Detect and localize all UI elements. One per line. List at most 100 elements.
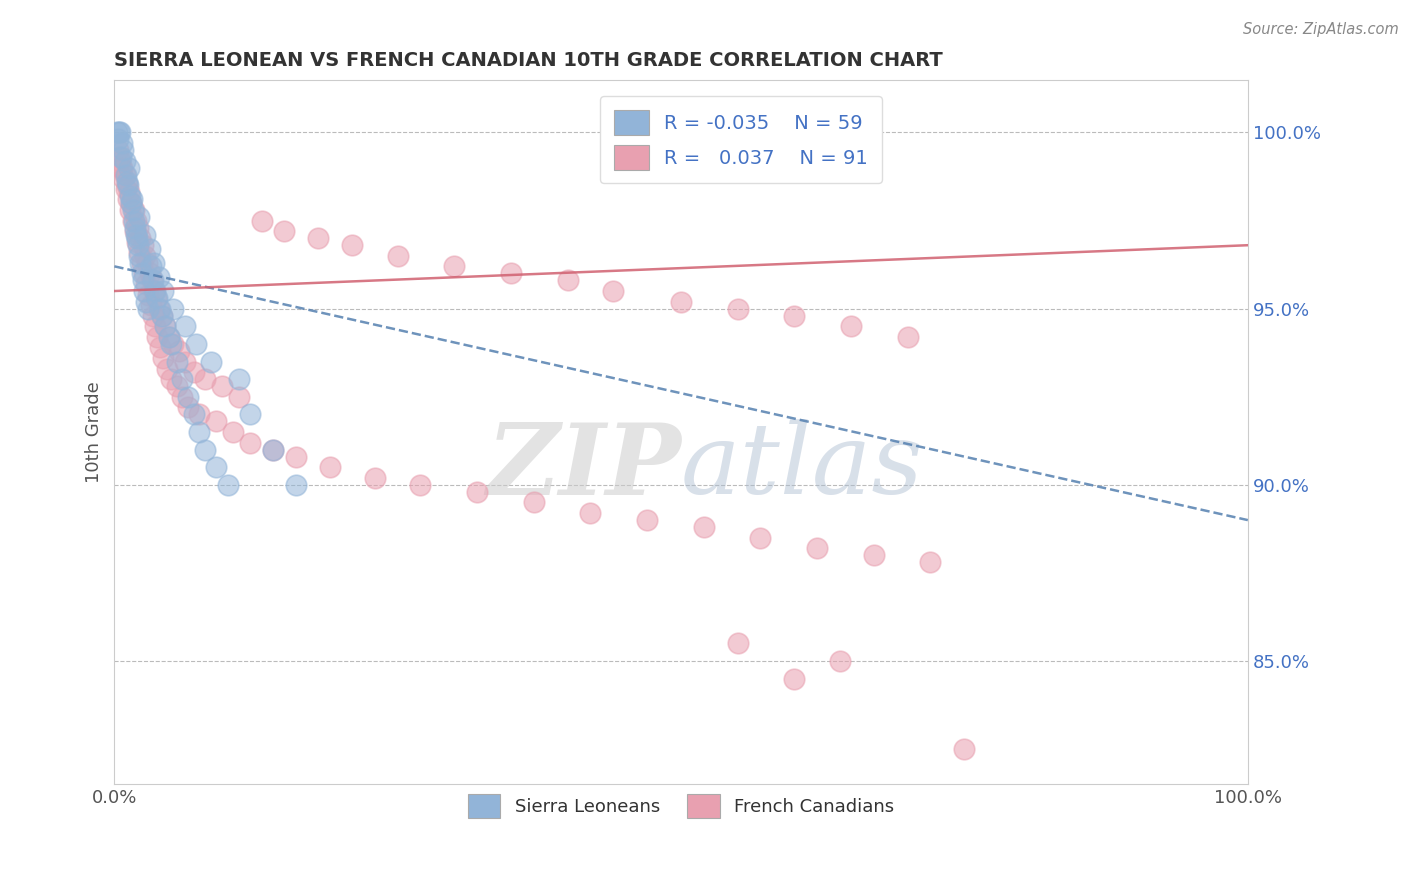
Point: [319, 460, 342, 475]
Point: [194, 442, 217, 457]
Point: [114, 153, 136, 168]
Point: [118, 186, 141, 200]
Point: [132, 284, 155, 298]
Point: [250, 213, 273, 227]
Point: [118, 161, 141, 175]
Point: [120, 195, 142, 210]
Point: [897, 330, 920, 344]
Point: [749, 531, 772, 545]
Point: [108, 153, 131, 168]
Point: [143, 319, 166, 334]
Point: [205, 460, 228, 475]
Point: [217, 478, 239, 492]
Point: [183, 365, 205, 379]
Point: [828, 654, 851, 668]
Point: [160, 372, 183, 386]
Point: [114, 168, 136, 182]
Point: [557, 273, 579, 287]
Point: [228, 390, 250, 404]
Point: [211, 379, 233, 393]
Point: [172, 372, 194, 386]
Point: [110, 161, 132, 175]
Point: [143, 284, 166, 298]
Point: [273, 224, 295, 238]
Point: [173, 354, 195, 368]
Point: [342, 238, 364, 252]
Point: [188, 408, 211, 422]
Point: [172, 390, 194, 404]
Point: [148, 301, 170, 316]
Point: [105, 125, 128, 139]
Point: [138, 301, 160, 316]
Point: [262, 442, 284, 457]
Point: [307, 231, 329, 245]
Point: [166, 354, 188, 368]
Point: [523, 495, 546, 509]
Point: [149, 301, 172, 316]
Point: [501, 267, 523, 281]
Point: [157, 330, 180, 344]
Point: [602, 284, 624, 298]
Point: [120, 195, 142, 210]
Point: [364, 471, 387, 485]
Point: [125, 227, 148, 242]
Point: [122, 213, 145, 227]
Point: [155, 361, 177, 376]
Point: [228, 372, 250, 386]
Point: [239, 408, 262, 422]
Point: [167, 343, 190, 358]
Point: [177, 401, 200, 415]
Point: [139, 260, 162, 274]
Point: [953, 742, 976, 756]
Point: [131, 256, 153, 270]
Point: [160, 337, 183, 351]
Text: Source: ZipAtlas.com: Source: ZipAtlas.com: [1243, 22, 1399, 37]
Point: [129, 231, 152, 245]
Point: [107, 132, 129, 146]
Point: [152, 351, 174, 365]
Point: [862, 549, 884, 563]
Point: [124, 224, 146, 238]
Point: [128, 245, 150, 260]
Point: [138, 267, 160, 281]
Point: [134, 227, 156, 242]
Point: [108, 150, 131, 164]
Point: [127, 220, 149, 235]
Point: [120, 189, 142, 203]
Point: [162, 337, 184, 351]
Point: [142, 309, 165, 323]
Point: [920, 555, 942, 569]
Point: [806, 541, 828, 556]
Point: [117, 178, 139, 193]
Point: [135, 294, 157, 309]
Point: [131, 267, 153, 281]
Point: [125, 231, 148, 245]
Point: [183, 408, 205, 422]
Point: [110, 150, 132, 164]
Point: [134, 249, 156, 263]
Point: [142, 273, 165, 287]
Point: [188, 425, 211, 439]
Point: [166, 379, 188, 393]
Point: [128, 249, 150, 263]
Point: [194, 372, 217, 386]
Point: [114, 182, 136, 196]
Point: [155, 319, 177, 334]
Point: [107, 143, 129, 157]
Point: [636, 513, 658, 527]
Point: [148, 269, 170, 284]
Point: [115, 178, 138, 193]
Point: [143, 256, 166, 270]
Point: [579, 506, 602, 520]
Point: [839, 319, 862, 334]
Point: [143, 284, 166, 298]
Point: [121, 193, 143, 207]
Point: [146, 291, 169, 305]
Point: [132, 238, 155, 252]
Point: [177, 390, 200, 404]
Point: [783, 309, 806, 323]
Point: [465, 484, 488, 499]
Point: [128, 210, 150, 224]
Point: [108, 125, 131, 139]
Point: [112, 171, 135, 186]
